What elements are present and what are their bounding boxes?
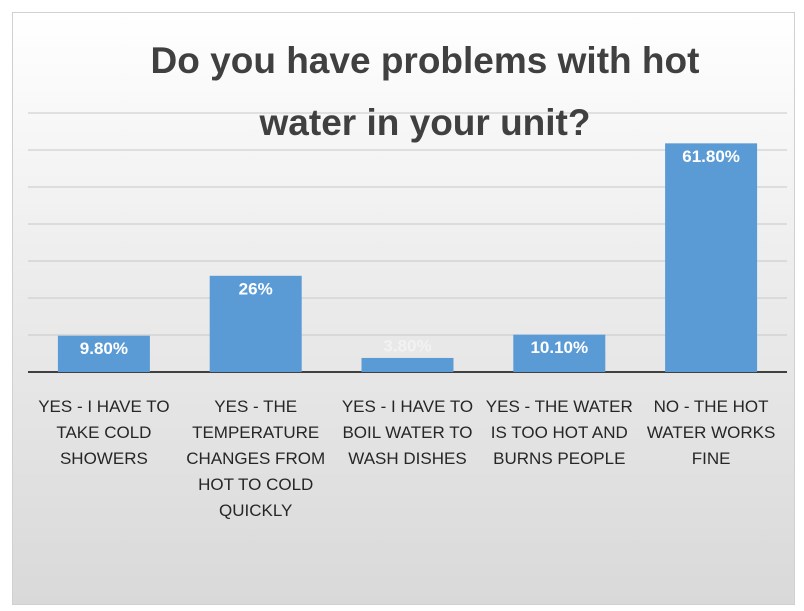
x-tick-label: YES - I HAVE TO TAKE COLD SHOWERS [38, 397, 170, 468]
x-tick-label: NO - THE HOT WATER WORKS FINE [646, 397, 776, 468]
data-label: 26% [239, 279, 273, 298]
data-label: 9.80% [80, 339, 128, 358]
bar [513, 334, 606, 372]
chart-area [12, 12, 795, 605]
data-label: 61.80% [682, 147, 740, 166]
bar [209, 275, 302, 372]
bar [57, 335, 150, 372]
data-label: 3.80% [383, 336, 431, 355]
data-label: 10.10% [530, 338, 588, 357]
bar [361, 357, 454, 372]
chart-title: Do you have problems with hot water in y… [150, 40, 700, 143]
x-tick-label: YES - I HAVE TO BOIL WATER TO WASH DISHE… [341, 397, 474, 468]
x-tick-label: YES - THE TEMPERATURE CHANGES FROM HOT T… [186, 397, 326, 520]
bar [665, 143, 758, 372]
x-tick-label: YES - THE WATER IS TOO HOT AND BURNS PEO… [485, 397, 633, 468]
